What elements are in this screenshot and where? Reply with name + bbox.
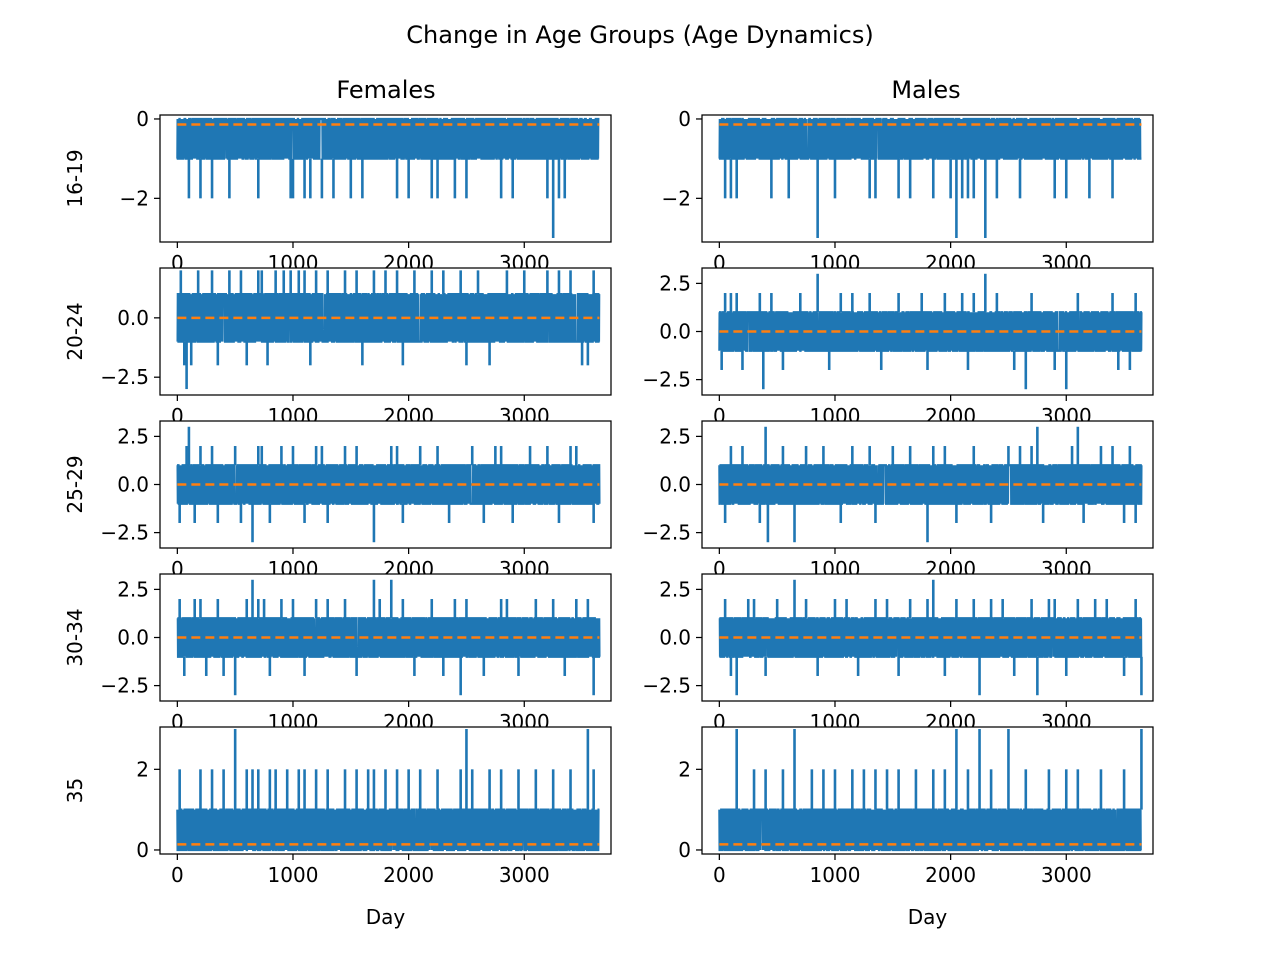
panel-males-16-19: 0−20 1000 2000 3000 (662, 107, 1154, 275)
panel-males-35: 2 00 1000 2000 3000 Day (678, 726, 1154, 929)
x-tick-label: 0 (713, 863, 726, 887)
y-tick-label: −2.5 (642, 368, 691, 392)
y-tick-label: 0 (136, 107, 149, 131)
y-tick-label: −2.5 (642, 674, 691, 698)
series-line-females-20-24 (176, 293, 601, 343)
x-tick-label: 3000 (499, 863, 550, 887)
row-label-20-24: 20-24 (63, 302, 87, 360)
axes-frame (159, 726, 612, 855)
column-title-males: Males (891, 76, 960, 104)
y-tick-label: 2.5 (659, 424, 691, 448)
x-tick-label: 3000 (1041, 863, 1092, 887)
axes-frame (159, 267, 612, 396)
y-tick-label: −2.5 (100, 365, 149, 389)
y-tick-label: 2 (678, 757, 691, 781)
y-tick-label: 0.0 (659, 473, 691, 497)
panel-males-20-24: 2.50.0−2.50 1000 2000 3000 (642, 267, 1154, 428)
x-axis-label: Day (908, 905, 948, 929)
x-axis-label: Day (366, 905, 406, 929)
panel-males-25-29: 2.50.0−2.50 1000 2000 3000 (642, 420, 1154, 581)
y-tick-label: 0.0 (117, 473, 149, 497)
axes-frame (159, 114, 612, 243)
y-tick-label: 2.5 (117, 424, 149, 448)
y-tick-label: 0.0 (117, 626, 149, 650)
y-tick-label: 0.0 (117, 306, 149, 330)
y-tick-label: 0 (678, 838, 691, 862)
y-tick-label: −2 (120, 186, 149, 210)
x-tick-label: 1000 (268, 863, 319, 887)
axes-frame (701, 726, 1154, 855)
x-tick-label: 0 (171, 863, 184, 887)
x-tick-label: 1000 (810, 863, 861, 887)
y-tick-label: −2.5 (100, 521, 149, 545)
subplot-grid: 0 −2 0 1000 2000 3000 16-19 0 −2 0 1000 2000 3000 0.0… (63, 107, 1154, 929)
axes-frame (701, 114, 1154, 243)
y-tick-label: 0.0 (659, 626, 691, 650)
y-tick-label: −2.5 (100, 674, 149, 698)
row-label-25-29: 25-29 (63, 455, 87, 513)
series-line-males-30-34 (718, 617, 1143, 658)
y-tick-label: 0 (678, 107, 691, 131)
y-tick-label: −2 (662, 186, 691, 210)
x-tick-label: 2000 (925, 863, 976, 887)
column-title-females: Females (336, 76, 435, 104)
row-label-35: 35 (63, 778, 87, 803)
row-label-30-34: 30-34 (63, 608, 87, 666)
y-tick-label: −2.5 (642, 521, 691, 545)
panel-males-30-34: 2.50.0−2.50 1000 2000 3000 (642, 573, 1154, 734)
y-tick-label: 2 (136, 757, 149, 781)
y-tick-label: 2.5 (659, 577, 691, 601)
panel-females-35: 2 00 1000 2000 3000 35 Day (63, 726, 612, 929)
y-tick-label: 0 (136, 838, 149, 862)
chart-title: Change in Age Groups (Age Dynamics) (406, 21, 873, 49)
y-tick-label: 2.5 (659, 271, 691, 295)
x-tick-label: 2000 (383, 863, 434, 887)
y-tick-label: 0.0 (659, 320, 691, 344)
y-tick-label: 2.5 (117, 577, 149, 601)
row-label-16-19: 16-19 (63, 149, 87, 207)
series-line-males-20-24 (718, 311, 1143, 352)
